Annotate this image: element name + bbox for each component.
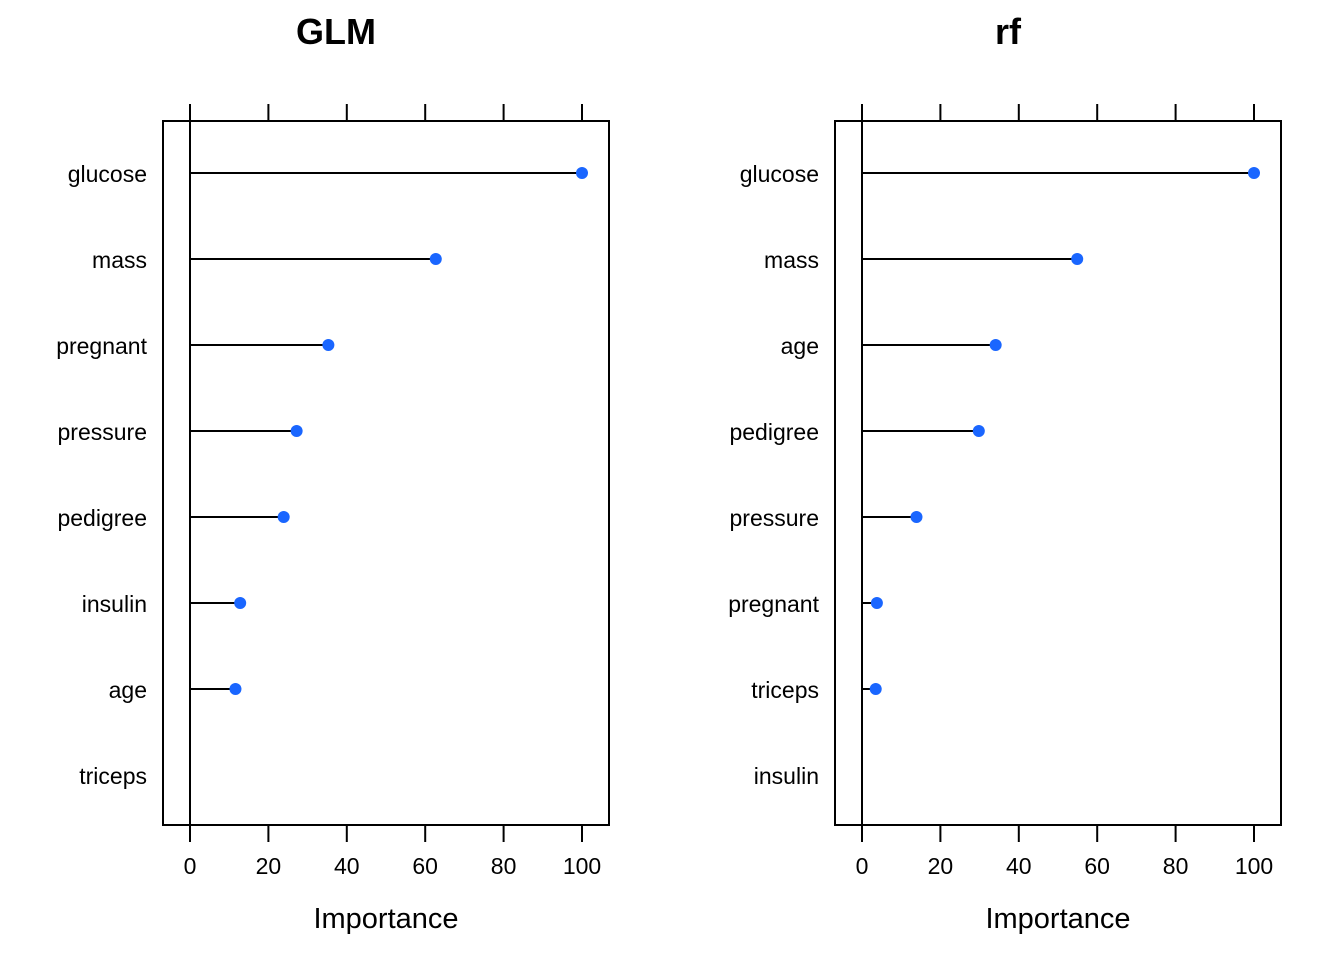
category-label: glucose — [68, 161, 147, 187]
importance-point — [234, 597, 247, 609]
category-label: pregnant — [728, 591, 819, 617]
importance-point — [429, 253, 442, 265]
category-label: pressure — [58, 419, 147, 445]
panel-glm: GLM Importance 0 20 40 60 80 100 glucose mass pr… — [56, 11, 610, 935]
importance-point — [290, 425, 303, 437]
panel-rf: rf Importance 0 20 40 60 80 100 glucose mass age… — [728, 11, 1282, 935]
category-label: glucose — [740, 161, 819, 187]
importance-point — [989, 339, 1002, 351]
importance-point — [322, 339, 335, 351]
category-label: triceps — [79, 763, 147, 789]
importance-point — [229, 683, 242, 695]
category-label: pedigree — [57, 505, 147, 531]
importance-point — [277, 511, 290, 523]
x-tick-label: 20 — [256, 853, 282, 879]
category-label: insulin — [754, 763, 819, 789]
plot-area: 0 20 40 60 80 100 glucose mass age pedigree pressu… — [728, 104, 1282, 879]
plot-frame — [162, 120, 610, 826]
category-label: mass — [764, 247, 819, 273]
importance-point — [910, 511, 923, 523]
x-tick-label: 0 — [184, 853, 197, 879]
panel-title: GLM — [296, 11, 376, 52]
plot-area: 0 20 40 60 80 100 glucose mass pregnant pressure p… — [56, 104, 610, 879]
category-label: pregnant — [56, 333, 147, 359]
x-axis-label: Importance — [313, 903, 458, 935]
x-tick-label: 80 — [1163, 853, 1189, 879]
importance-point — [869, 683, 882, 695]
panel-title: rf — [995, 11, 1022, 52]
category-label: pressure — [730, 505, 819, 531]
category-label: age — [781, 333, 819, 359]
importance-point — [972, 425, 985, 437]
category-label: insulin — [82, 591, 147, 617]
x-tick-label: 40 — [334, 853, 360, 879]
importance-point — [870, 597, 883, 609]
x-tick-label: 20 — [928, 853, 954, 879]
importance-point — [576, 167, 588, 179]
x-tick-label: 100 — [1235, 853, 1273, 879]
x-tick-label: 60 — [1084, 853, 1110, 879]
x-tick-label: 0 — [856, 853, 869, 879]
x-tick-label: 40 — [1006, 853, 1032, 879]
x-tick-label: 80 — [491, 853, 517, 879]
category-label: triceps — [751, 677, 819, 703]
plot-frame — [834, 120, 1282, 826]
x-axis-label: Importance — [985, 903, 1130, 935]
category-label: mass — [92, 247, 147, 273]
x-tick-label: 60 — [412, 853, 438, 879]
category-label: age — [109, 677, 147, 703]
category-label: pedigree — [729, 419, 819, 445]
importance-point — [1248, 167, 1260, 179]
x-tick-label: 100 — [563, 853, 601, 879]
importance-point — [1071, 253, 1084, 265]
